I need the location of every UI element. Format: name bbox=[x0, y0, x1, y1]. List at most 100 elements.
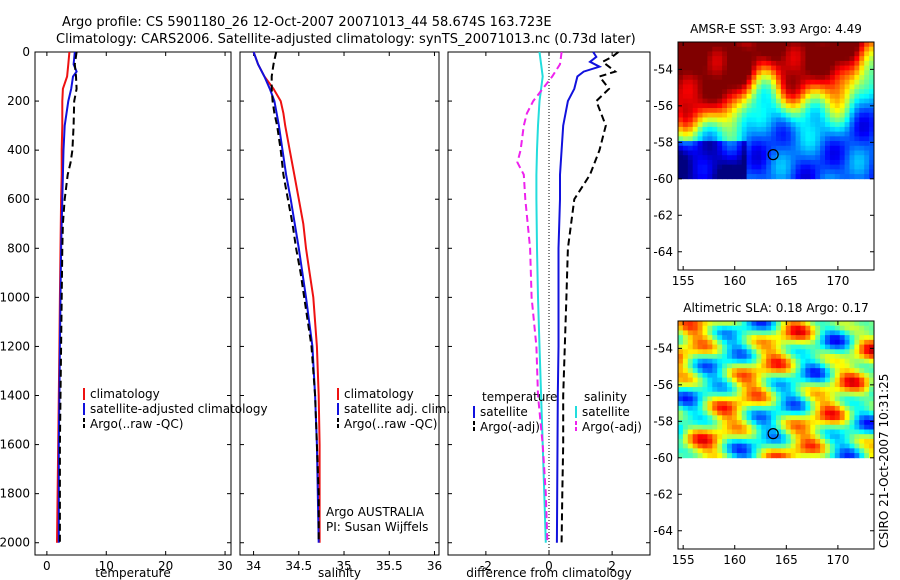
map-cell bbox=[800, 117, 806, 123]
map-cell bbox=[869, 349, 875, 355]
map-cell bbox=[795, 377, 801, 383]
map-cell bbox=[829, 429, 836, 435]
map-cell bbox=[859, 325, 865, 331]
map-cell bbox=[727, 75, 733, 81]
map-cell bbox=[869, 126, 875, 133]
map-cell bbox=[707, 325, 713, 331]
map-cell bbox=[771, 51, 777, 57]
map-cell bbox=[712, 415, 718, 421]
map-cell bbox=[780, 321, 787, 327]
map-cell bbox=[834, 141, 841, 147]
map-cell bbox=[746, 60, 752, 66]
map-cell bbox=[776, 401, 782, 407]
map-cell bbox=[746, 382, 752, 388]
map-cell bbox=[712, 169, 718, 175]
map-cell bbox=[692, 169, 698, 175]
map-cell bbox=[795, 89, 801, 95]
map-cell bbox=[727, 434, 733, 440]
map-cell bbox=[741, 344, 747, 350]
map-cell bbox=[741, 75, 747, 81]
map-cell bbox=[756, 60, 762, 66]
map-cell bbox=[697, 103, 703, 109]
map-cell bbox=[810, 141, 816, 147]
map-cell bbox=[717, 174, 723, 180]
map-cell bbox=[780, 429, 787, 435]
map-cell bbox=[731, 174, 738, 180]
map-cell bbox=[829, 117, 836, 123]
map-cell bbox=[854, 415, 860, 421]
map-cell bbox=[834, 354, 841, 360]
map-cell bbox=[869, 70, 875, 76]
map-cell bbox=[756, 354, 762, 360]
map-cell bbox=[761, 453, 767, 459]
map-cell bbox=[820, 42, 826, 48]
map-cell bbox=[849, 321, 855, 327]
map-cell bbox=[844, 79, 850, 85]
map-cell bbox=[717, 150, 723, 156]
map-cell bbox=[707, 321, 713, 327]
map-cell bbox=[741, 358, 747, 364]
map-cell bbox=[697, 141, 703, 147]
map-cell bbox=[859, 368, 865, 374]
map-cell bbox=[844, 70, 850, 76]
map-cell bbox=[731, 65, 738, 71]
map-cell bbox=[839, 126, 845, 133]
map-cell bbox=[849, 79, 855, 85]
map-cell bbox=[712, 335, 718, 341]
map-cell bbox=[854, 108, 860, 114]
map-cell bbox=[702, 150, 708, 156]
map-cell bbox=[800, 420, 806, 426]
map-cell bbox=[864, 453, 870, 459]
map-cell bbox=[829, 159, 836, 166]
map-cell bbox=[697, 354, 703, 360]
map-cell bbox=[682, 330, 689, 336]
map-cell bbox=[854, 387, 860, 393]
map-cell bbox=[712, 159, 718, 166]
map-cell bbox=[751, 420, 757, 426]
map-cell bbox=[820, 89, 826, 95]
map-cell bbox=[864, 75, 870, 81]
map-cell bbox=[736, 122, 743, 128]
map-cell bbox=[712, 330, 718, 336]
map-cell bbox=[844, 415, 850, 421]
map-cell bbox=[854, 60, 860, 66]
map-cell bbox=[859, 438, 865, 445]
map-cell bbox=[771, 42, 777, 48]
map-cell bbox=[815, 349, 821, 355]
map-cell bbox=[697, 396, 703, 402]
map-cell bbox=[849, 60, 855, 66]
map-cell bbox=[746, 396, 752, 402]
map-cell bbox=[795, 448, 801, 454]
map-cell bbox=[727, 429, 733, 435]
map-cell bbox=[854, 363, 860, 369]
map-cell bbox=[805, 325, 811, 331]
map-cell bbox=[834, 325, 841, 331]
map-cell bbox=[810, 391, 816, 397]
map-cell bbox=[839, 79, 845, 85]
map-cell bbox=[697, 420, 703, 426]
map-cell bbox=[717, 60, 723, 66]
map-cell bbox=[785, 448, 792, 454]
map-cell bbox=[687, 363, 694, 369]
map-cell bbox=[736, 98, 743, 104]
map-cell bbox=[731, 349, 738, 355]
map-cell bbox=[800, 122, 806, 128]
map-cell bbox=[722, 368, 728, 374]
map-cell bbox=[849, 150, 855, 156]
map-cell bbox=[678, 136, 684, 142]
map-cell bbox=[869, 112, 875, 118]
map-cell bbox=[707, 155, 713, 161]
map-cell bbox=[692, 448, 698, 454]
map-cell bbox=[864, 122, 870, 128]
map-cell bbox=[839, 169, 845, 175]
map-cell bbox=[810, 354, 816, 360]
map-cell bbox=[766, 382, 772, 388]
map-cell bbox=[869, 354, 875, 360]
map-cell bbox=[815, 75, 821, 81]
map-cell bbox=[717, 401, 723, 407]
map-cell bbox=[761, 169, 767, 175]
map-cell bbox=[771, 448, 777, 454]
map-cell bbox=[702, 155, 708, 161]
map-cell bbox=[682, 420, 689, 426]
map-title: AMSR-E SST: 3.93 Argo: 4.49 bbox=[690, 22, 862, 36]
